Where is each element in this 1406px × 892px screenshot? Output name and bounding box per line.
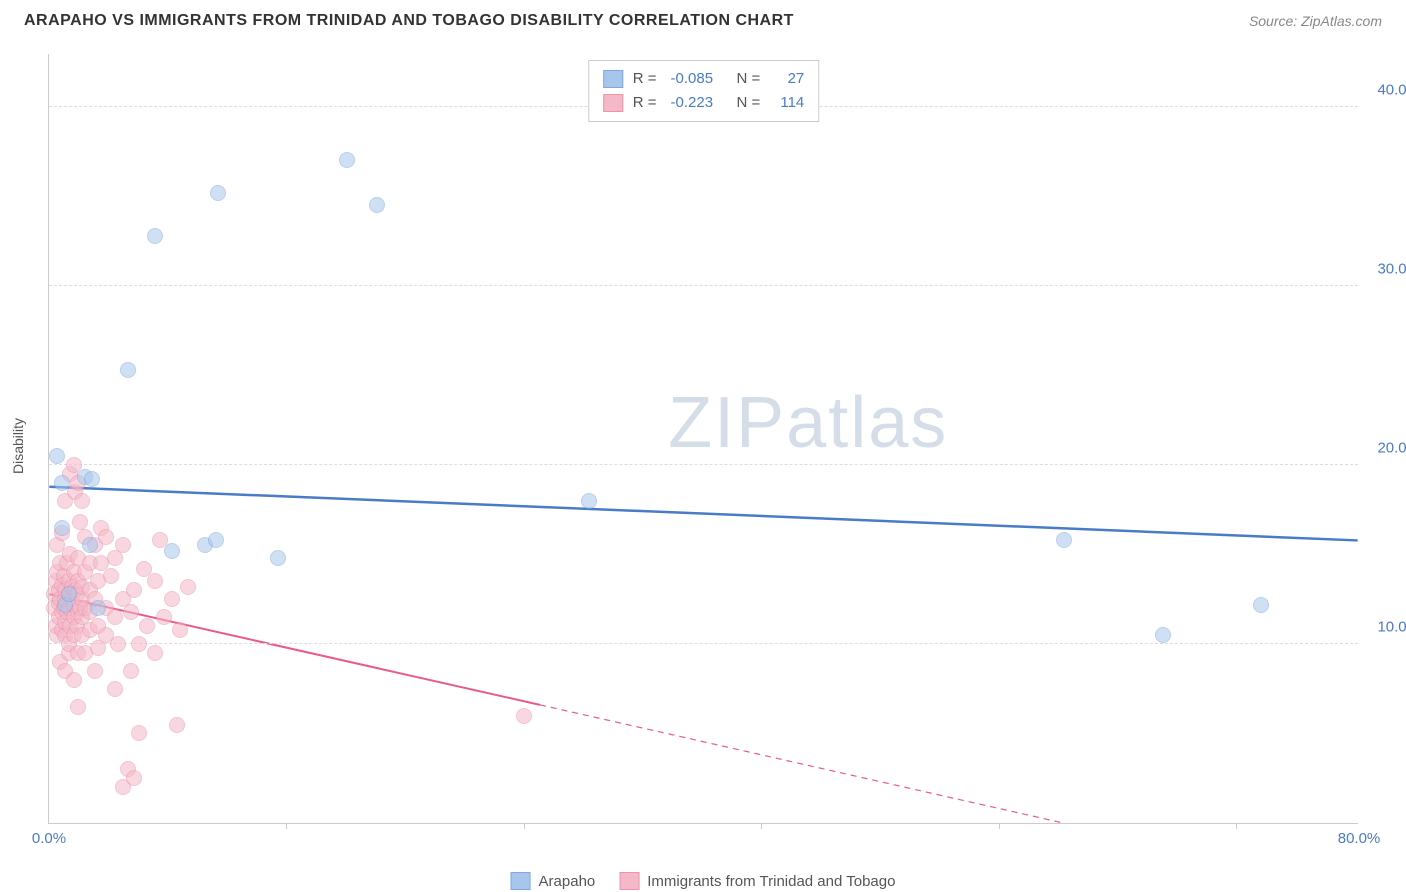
- data-point: [210, 185, 226, 201]
- chart-plot-area: ZIPatlas R = -0.085 N = 27R = -0.223 N = 114 1…: [48, 54, 1358, 824]
- y-tick-label: 40.0%: [1364, 81, 1406, 98]
- data-point: [172, 622, 188, 638]
- source-prefix: Source:: [1249, 13, 1301, 29]
- x-tick: [286, 823, 287, 829]
- series-legend: Arapaho Immigrants from Trinidad and Toba…: [511, 872, 896, 890]
- chart-header: ARAPAHO VS IMMIGRANTS FROM TRINIDAD AND …: [0, 0, 1406, 38]
- y-tick-label: 20.0%: [1364, 439, 1406, 456]
- data-point: [49, 448, 65, 464]
- n-label: N =: [737, 91, 761, 115]
- series-label: Arapaho: [539, 873, 596, 890]
- data-point: [66, 672, 82, 688]
- data-point: [103, 568, 119, 584]
- gridline: [49, 464, 1358, 465]
- series-legend-item: Immigrants from Trinidad and Tobago: [619, 872, 895, 890]
- data-point: [82, 537, 98, 553]
- r-label: R =: [633, 91, 657, 115]
- data-point: [1155, 627, 1171, 643]
- watermark: ZIPatlas: [668, 382, 948, 464]
- x-tick: [761, 823, 762, 829]
- data-point: [107, 609, 123, 625]
- x-tick-label: 0.0%: [32, 830, 66, 847]
- data-point: [87, 663, 103, 679]
- data-point: [1253, 597, 1269, 613]
- data-point: [123, 604, 139, 620]
- data-point: [123, 663, 139, 679]
- data-point: [74, 493, 90, 509]
- data-point: [208, 532, 224, 548]
- data-point: [110, 636, 126, 652]
- n-label: N =: [737, 67, 761, 91]
- trend-lines-layer: [49, 54, 1358, 823]
- data-point: [120, 362, 136, 378]
- data-point: [147, 573, 163, 589]
- data-point: [581, 493, 597, 509]
- source-credit: Source: ZipAtlas.com: [1249, 13, 1382, 29]
- data-point: [90, 600, 106, 616]
- data-point: [131, 636, 147, 652]
- data-point: [126, 770, 142, 786]
- watermark-bold: ZIP: [668, 383, 786, 463]
- data-point: [169, 717, 185, 733]
- data-point: [147, 645, 163, 661]
- series-legend-item: Arapaho: [511, 872, 596, 890]
- source-name: ZipAtlas.com: [1301, 13, 1382, 29]
- chart-title: ARAPAHO VS IMMIGRANTS FROM TRINIDAD AND …: [24, 12, 794, 30]
- data-point: [164, 591, 180, 607]
- r-value: -0.223: [671, 91, 727, 115]
- x-tick-label: 80.0%: [1338, 830, 1381, 847]
- data-point: [516, 708, 532, 724]
- data-point: [139, 618, 155, 634]
- data-point: [54, 475, 70, 491]
- y-axis-label: Disability: [10, 418, 26, 474]
- series-label: Immigrants from Trinidad and Tobago: [647, 873, 895, 890]
- data-point: [164, 543, 180, 559]
- correlation-legend-row: R = -0.085 N = 27: [603, 67, 805, 91]
- correlation-legend: R = -0.085 N = 27 R = -0.223 N = 114: [588, 60, 820, 122]
- watermark-thin: atlas: [786, 383, 948, 463]
- data-point: [70, 699, 86, 715]
- data-point: [115, 537, 131, 553]
- data-point: [61, 586, 77, 602]
- data-point: [1056, 532, 1072, 548]
- legend-swatch: [511, 872, 531, 890]
- gridline: [49, 643, 1358, 644]
- data-point: [369, 197, 385, 213]
- data-point: [54, 520, 70, 536]
- x-tick: [1236, 823, 1237, 829]
- data-point: [84, 471, 100, 487]
- data-point: [147, 228, 163, 244]
- n-value: 114: [774, 91, 804, 115]
- legend-swatch: [619, 872, 639, 890]
- data-point: [126, 582, 142, 598]
- data-point: [270, 550, 286, 566]
- y-tick-label: 30.0%: [1364, 260, 1406, 277]
- legend-swatch: [603, 94, 623, 112]
- x-tick: [999, 823, 1000, 829]
- data-point: [131, 725, 147, 741]
- data-point: [107, 681, 123, 697]
- y-tick-label: 10.0%: [1364, 618, 1406, 635]
- x-tick: [524, 823, 525, 829]
- data-point: [156, 609, 172, 625]
- legend-swatch: [603, 70, 623, 88]
- n-value: 27: [774, 67, 804, 91]
- data-point: [98, 529, 114, 545]
- correlation-legend-row: R = -0.223 N = 114: [603, 91, 805, 115]
- r-value: -0.085: [671, 67, 727, 91]
- data-point: [180, 579, 196, 595]
- data-point: [339, 152, 355, 168]
- r-label: R =: [633, 67, 657, 91]
- gridline: [49, 285, 1358, 286]
